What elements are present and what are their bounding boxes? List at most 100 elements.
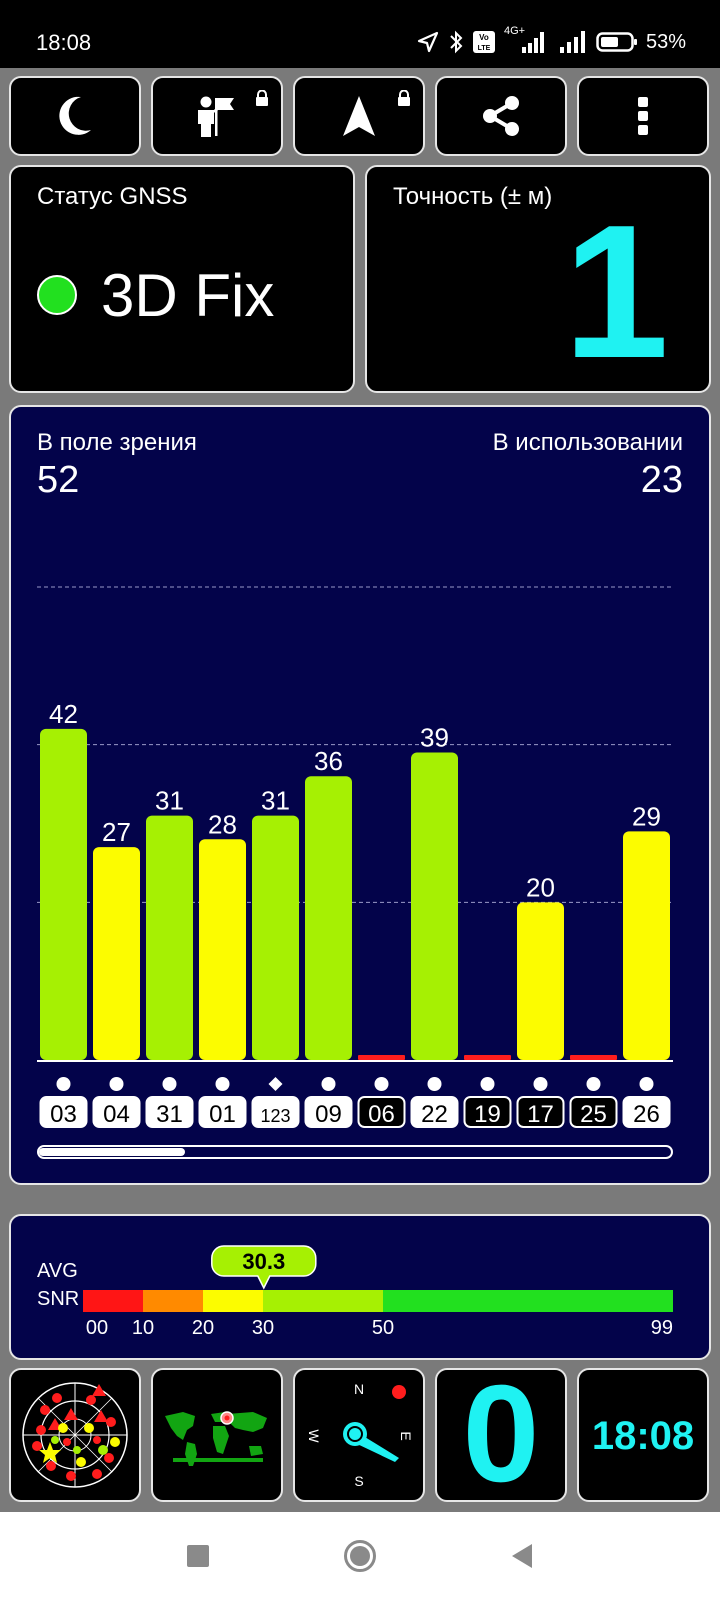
compass-west: W bbox=[306, 1429, 322, 1443]
snr-bar bbox=[464, 1055, 511, 1060]
avg-snr-bubble bbox=[211, 1245, 317, 1290]
fix-status-indicator bbox=[37, 275, 77, 315]
snr-bar bbox=[411, 752, 458, 1060]
in-view-count: 52 bbox=[37, 459, 80, 501]
bar-value-label: 36 bbox=[314, 746, 343, 776]
bar-value-label: 20 bbox=[526, 872, 555, 902]
snr-tick-label: 10 bbox=[132, 1317, 154, 1339]
in-use-count: 23 bbox=[640, 459, 683, 501]
navigation-arrow-icon bbox=[343, 96, 375, 136]
gnss-status-panel[interactable]: Статус GNSS 3D Fix bbox=[9, 165, 355, 393]
snr-bar bbox=[252, 815, 299, 1060]
compass-north: N bbox=[354, 1381, 364, 1397]
satellites-panel[interactable]: В поле зрения 52 В использовании 23 42 03… bbox=[9, 405, 711, 1185]
satellite-id-box bbox=[516, 1096, 565, 1128]
person-flag-icon bbox=[198, 96, 234, 137]
back-triangle-icon[interactable] bbox=[510, 1543, 534, 1569]
bar-value-label: 31 bbox=[261, 786, 290, 816]
snr-label: SNR bbox=[37, 1288, 80, 1310]
gnss-status-label: Статус GNSS bbox=[37, 183, 188, 210]
satellite-id-label: 06 bbox=[368, 1101, 395, 1128]
constellation-marker bbox=[639, 1077, 654, 1091]
bar-value-label: 27 bbox=[102, 817, 131, 847]
snr-tick-label: 00 bbox=[86, 1317, 108, 1339]
scroll-track[interactable] bbox=[37, 1145, 673, 1159]
night-mode-button[interactable] bbox=[9, 76, 141, 156]
satellite-id-box bbox=[39, 1096, 88, 1128]
accuracy-panel[interactable]: Точность (± м) 1 bbox=[365, 165, 711, 393]
svg-text:LTE: LTE bbox=[478, 45, 491, 52]
satellite-id-label: 01 bbox=[209, 1101, 236, 1128]
satellite-id-box bbox=[357, 1096, 406, 1128]
snr-segment bbox=[83, 1290, 143, 1312]
snr-bar bbox=[517, 902, 564, 1060]
menu-button[interactable] bbox=[577, 76, 709, 156]
world-map-icon bbox=[165, 1411, 267, 1466]
speed-value: 0 bbox=[462, 1357, 540, 1511]
sky-view-tile[interactable] bbox=[9, 1368, 141, 1502]
home-circle-icon[interactable] bbox=[343, 1539, 377, 1573]
battery-percent: 53% bbox=[645, 30, 686, 53]
constellation-marker bbox=[586, 1077, 601, 1091]
compass-east: E bbox=[398, 1431, 414, 1440]
satellite-id-label: 04 bbox=[103, 1101, 130, 1128]
navigate-button[interactable] bbox=[293, 76, 425, 156]
snr-scale: 00 10 20 30 50 99 30.3 bbox=[83, 1245, 673, 1339]
signal-icon bbox=[559, 31, 585, 53]
satellite-id-label: 19 bbox=[474, 1101, 501, 1128]
status-icons: Vo LTE 4G+ 53% bbox=[416, 25, 686, 56]
world-map-tile[interactable] bbox=[151, 1368, 283, 1502]
svg-text:Vo: Vo bbox=[479, 33, 489, 42]
avg-snr-panel[interactable]: AVG SNR 00 10 20 30 50 99 30.3 bbox=[9, 1214, 711, 1360]
status-bar: 18:08 Vo LTE 4G+ 53% bbox=[0, 0, 720, 68]
sun-marker bbox=[392, 1385, 406, 1399]
snr-bar bbox=[199, 839, 246, 1060]
satellite-id-label: 03 bbox=[50, 1101, 77, 1128]
constellation-marker bbox=[215, 1077, 230, 1091]
constellation-marker bbox=[56, 1077, 71, 1091]
lock-icon bbox=[256, 90, 268, 106]
snr-bar bbox=[623, 831, 670, 1060]
snr-tick-label: 20 bbox=[192, 1317, 214, 1339]
satellite-id-box bbox=[198, 1096, 247, 1128]
satellite-id-box bbox=[622, 1096, 671, 1128]
clock-tile[interactable]: 18:08 bbox=[577, 1368, 709, 1502]
satellite-id-label: 25 bbox=[580, 1101, 607, 1128]
signal-4g: 4G+ bbox=[504, 25, 550, 55]
satellite-id-label: 26 bbox=[633, 1101, 660, 1128]
app-area: Статус GNSS 3D Fix Точность (± м) 1 В по… bbox=[0, 68, 720, 1512]
constellation-marker bbox=[480, 1077, 495, 1091]
network-type: 4G+ bbox=[503, 25, 526, 37]
satellite-snr-chart: 42 03 27 04 31 31 28 01 31 123 36 09 06 39 22 19 20 17 25 2… bbox=[37, 586, 673, 1128]
snr-segment bbox=[203, 1290, 263, 1312]
snr-bar bbox=[305, 776, 352, 1060]
recents-square-icon[interactable] bbox=[186, 1544, 210, 1568]
share-button[interactable] bbox=[435, 76, 567, 156]
compass-icon: N S E W bbox=[306, 1381, 414, 1489]
constellation-marker bbox=[321, 1077, 336, 1091]
snr-tick-label: 99 bbox=[651, 1317, 673, 1339]
bar-value-label: 42 bbox=[49, 699, 78, 729]
speed-tile[interactable]: 0 bbox=[435, 1364, 567, 1504]
bar-value-label: 28 bbox=[208, 809, 237, 839]
satellite-id-box bbox=[410, 1096, 459, 1128]
compass-south: S bbox=[354, 1473, 363, 1489]
scroll-thumb[interactable] bbox=[39, 1148, 186, 1156]
satellite-id-box bbox=[569, 1096, 618, 1128]
moon-icon bbox=[59, 96, 91, 135]
location-arrow-icon bbox=[417, 31, 439, 53]
satellite-id-label: 31 bbox=[156, 1101, 183, 1128]
battery-icon bbox=[596, 32, 637, 52]
waypoint-button[interactable] bbox=[151, 76, 283, 156]
compass-tile[interactable]: N S E W bbox=[293, 1368, 425, 1502]
satellite-id-box bbox=[145, 1096, 194, 1128]
constellation-marker bbox=[427, 1077, 442, 1091]
status-time: 18:08 bbox=[36, 30, 92, 55]
snr-bar bbox=[570, 1055, 617, 1060]
snr-bar bbox=[40, 728, 87, 1060]
sbas-marker bbox=[268, 1077, 283, 1091]
satellite-id-label: 09 bbox=[315, 1101, 342, 1128]
snr-tick-label: 50 bbox=[372, 1317, 394, 1339]
bar-value-label: 31 bbox=[155, 786, 184, 816]
snr-bar bbox=[146, 815, 193, 1060]
